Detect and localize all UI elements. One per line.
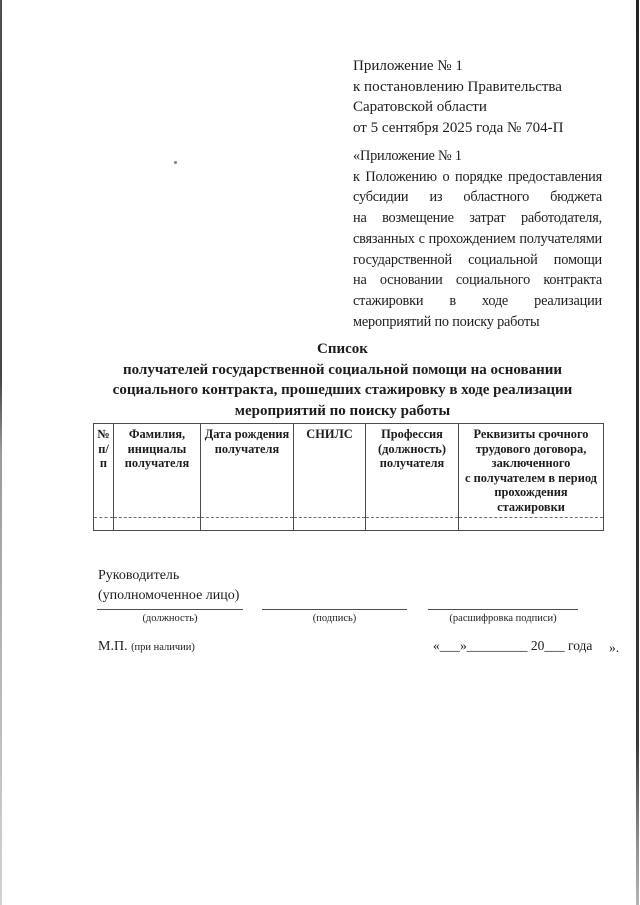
reference-line: к постановлению Правительства [353, 78, 562, 95]
signature-label-position: (должность) [142, 613, 198, 624]
signature-label-signature: (подпись) [312, 613, 357, 624]
title-line: социального контракта, прошедших стажиро… [112, 382, 573, 398]
signature-blank-signature [262, 609, 407, 610]
closing-quote-mark: ». [609, 640, 620, 655]
signatory-line: Руководитель [98, 568, 180, 583]
document-title: Список получателей государственной социа… [85, 339, 600, 421]
signatory-line: (уполномоченное лицо) [98, 587, 240, 603]
reference-line: Саратовской области [353, 99, 487, 116]
table-cell [458, 517, 604, 531]
appendix-line: мероприятий по поиску работы [353, 313, 540, 330]
appendix-line: на основании социального контракта [353, 272, 602, 289]
stamp-abbreviation: М.П. [98, 639, 128, 654]
recipients-table: № п/п Фамилия, инициалы получателя Дата … [93, 423, 604, 531]
appendix-line: связанных с прохождением получателями [353, 230, 602, 247]
appendix-line: к Положению о порядке предоставления [353, 168, 602, 185]
table-cell [365, 517, 459, 531]
column-header-number: № п/п [93, 423, 114, 518]
appendix-line: стажировки в ходе реализации [353, 292, 602, 309]
scan-artifact-left-edge [0, 0, 2, 905]
column-header-contract: Реквизиты срочного трудового договора, з… [458, 423, 604, 518]
title-line: Список [317, 341, 368, 357]
signatory-title: Руководитель (уполномоченное лицо) [98, 566, 239, 605]
title-line: получателей государственной социальной п… [122, 361, 562, 378]
appendix-line: на возмещение затрат работодателя, [353, 210, 602, 227]
column-header-snils: СНИЛС [293, 423, 366, 518]
column-header-birthdate: Дата рождения получателя [200, 423, 294, 518]
table-cell [93, 517, 114, 531]
appendix-reference-block: Приложение № 1 к постановлению Правитель… [353, 56, 563, 139]
table-cell [113, 517, 201, 531]
table-header-row: № п/п Фамилия, инициалы получателя Дата … [93, 423, 604, 518]
title-line: мероприятий по поиску работы [234, 402, 451, 419]
signature-blank-fullname [428, 609, 578, 610]
stamp-note: (при наличии) [131, 642, 195, 653]
appendix-line: государственной социальной помощи [353, 251, 602, 268]
column-header-profession: Профессия (должность) получателя [365, 423, 459, 518]
stamp-placeholder: М.П. (при наличии) [98, 639, 195, 655]
appendix-line: «Приложение № 1 [353, 148, 462, 164]
appendix-to-regulation-block: «Приложение № 1 к Положению о порядке пр… [353, 146, 602, 332]
signature-label-fullname: (расшифровка подписи) [449, 613, 557, 624]
scan-artifact-dot [174, 161, 177, 164]
date-blank: «___»_________ 20___ года [433, 638, 593, 653]
appendix-line: субсидии из областного бюджета [353, 189, 602, 206]
reference-line: Приложение № 1 [353, 58, 463, 74]
scan-artifact-right-edge [636, 0, 639, 905]
reference-line: от 5 сентября 2025 года № 704-П [353, 120, 564, 137]
signature-blank-position [97, 609, 243, 610]
table-cell [293, 517, 366, 531]
column-header-name: Фамилия, инициалы получателя [113, 423, 201, 518]
table-cell [200, 517, 294, 531]
table-row [93, 517, 604, 531]
